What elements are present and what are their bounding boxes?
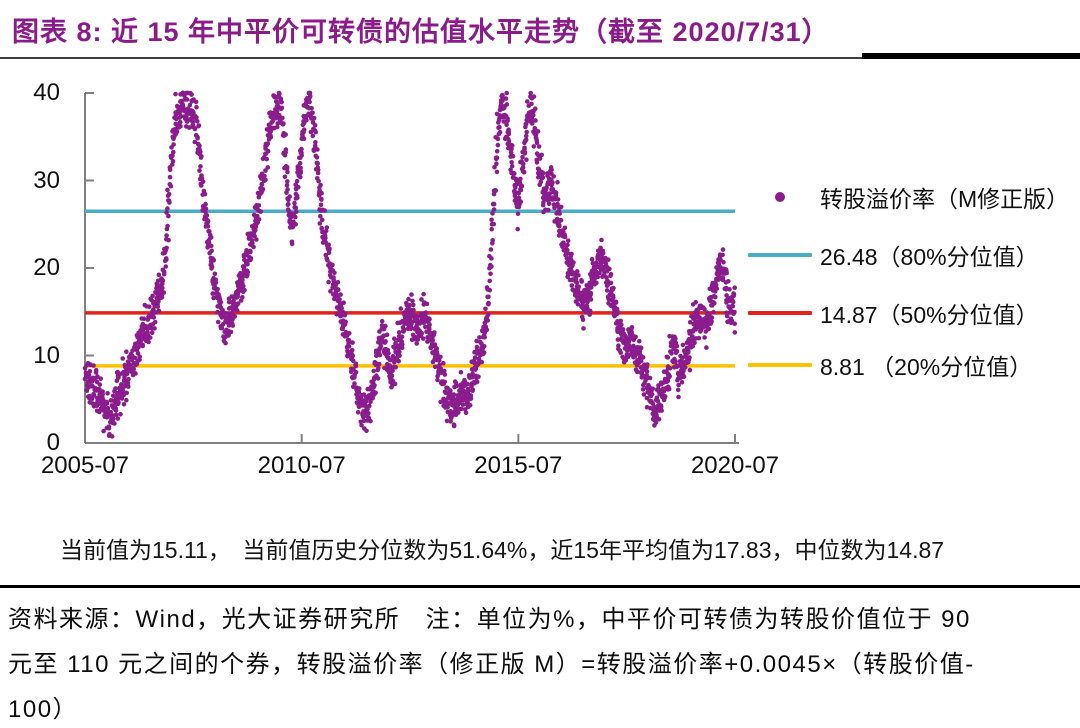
y-axis-label: 0 <box>46 429 60 456</box>
y-axis-label: 40 <box>33 79 60 106</box>
scatter-series <box>82 90 738 439</box>
figure-title: 图表 8: 近 15 年中平价可转债的估值水平走势（截至 2020/7/31） <box>12 17 830 47</box>
stats-line: 当前值为15.11， 当前值历史分位数为51.64%，近15年平均值为17.83… <box>60 537 945 563</box>
y-axis-label: 30 <box>33 166 60 194</box>
title-divider-accent <box>862 53 1080 59</box>
legend-row-p50: 14.87（50%分位值） <box>748 297 1039 329</box>
legend-label-p80: 26.48（80%分位值） <box>820 244 1039 270</box>
scatter-dot-icon <box>748 192 812 202</box>
footer-divider <box>0 585 1080 588</box>
legend-row-p20: 8.81 （20%分位值） <box>748 349 1032 381</box>
legend-label-series: 转股溢价率（M修正版） <box>820 186 1070 212</box>
source-note-line: 100） <box>8 696 79 723</box>
legend-row-series: 转股溢价率（M修正版） <box>748 181 1069 213</box>
y-axis-label: 10 <box>33 341 60 369</box>
legend-label-p20: 8.81 （20%分位值） <box>820 354 1033 380</box>
p80-line-icon <box>748 253 812 257</box>
p20-line-icon <box>748 363 812 367</box>
x-axis-label: 2020-07 <box>690 452 780 479</box>
x-axis-label: 2010-07 <box>257 452 346 479</box>
legend-label-p50: 14.87（50%分位值） <box>820 302 1039 328</box>
legend-row-p80: 26.48（80%分位值） <box>748 239 1039 271</box>
scatter-plot <box>82 90 739 444</box>
x-axis-label: 2005-07 <box>40 452 130 479</box>
y-axis-label: 20 <box>33 254 60 281</box>
source-note: 资料来源：Wind，光大证券研究所 注：单位为%，中平价可转债为转股价值位于 9… <box>8 597 1074 728</box>
p50-line-icon <box>748 311 812 315</box>
x-axis-label: 2015-07 <box>474 452 563 479</box>
source-note-line: 资料来源：Wind，光大证券研究所 注：单位为%，中平价可转债为转股价值位于 9… <box>8 606 971 633</box>
source-note-line: 元至 110 元之间的个券，转股溢价率（修正版 M）=转股溢价率+0.0045×… <box>8 651 975 678</box>
title-divider <box>0 57 1080 59</box>
